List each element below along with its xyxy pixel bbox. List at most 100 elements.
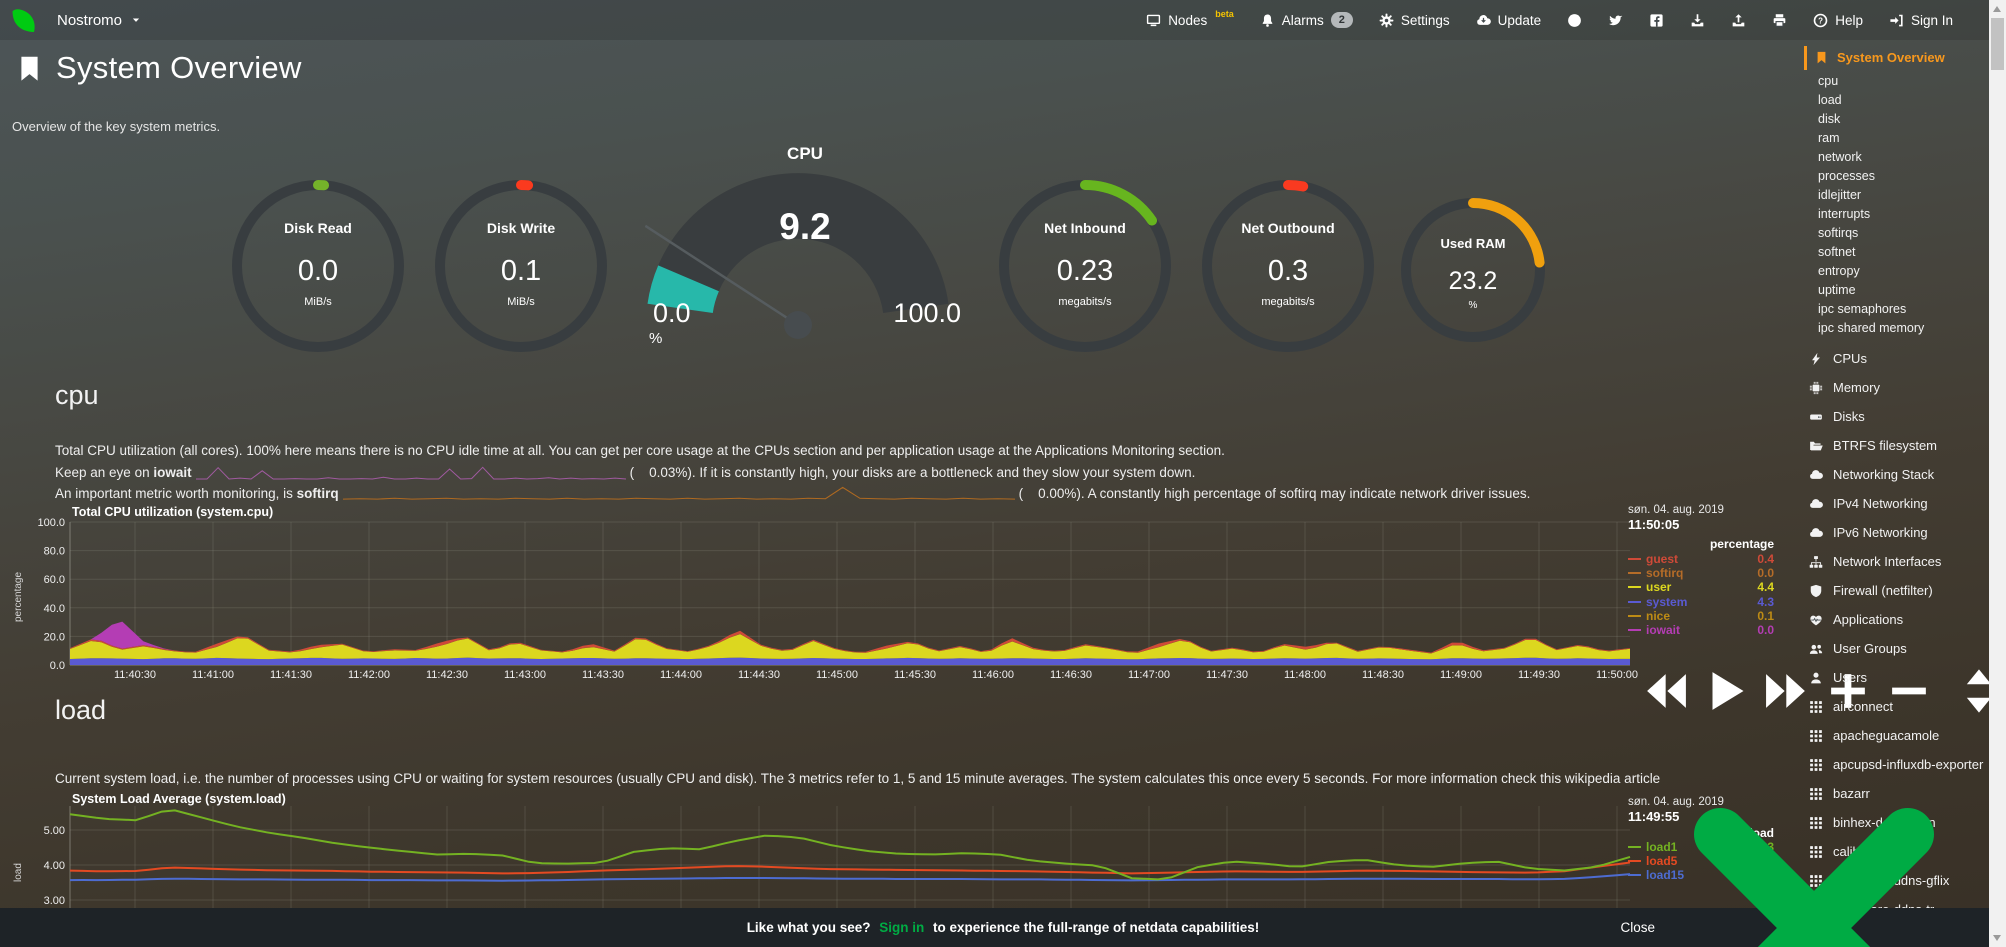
sidebar-item-ipc-semaphores[interactable]: ipc semaphores [1818, 302, 1907, 316]
nav-alarms[interactable]: Alarms 2 [1247, 12, 1366, 28]
legend-guest[interactable]: guest 0.4 [1628, 552, 1774, 566]
sidebar-item-uptime[interactable]: uptime [1818, 283, 1856, 297]
nav-facebook[interactable] [1636, 13, 1677, 28]
cpu-legend-units: percentage [1709, 537, 1774, 551]
legend-series-name: load1 [1646, 840, 1678, 855]
y-tick: 80.0 [44, 546, 65, 558]
y-tick: 0.0 [50, 660, 65, 672]
signin-banner: Like what you see? Sign in to experience… [0, 807, 2006, 947]
sidebar-section-btrfs-filesystem[interactable]: BTRFS filesystem [1805, 438, 1986, 454]
sidebar-section-firewall-netfilter-[interactable]: Firewall (netfilter) [1805, 583, 1986, 599]
cpu-gauge[interactable]: CPU 9.2 0.0 100.0% [645, 140, 965, 352]
iowait-sparkline[interactable] [195, 464, 626, 480]
nav-signin[interactable]: Sign In [1876, 13, 1966, 28]
sidebar-section-disks[interactable]: Disks [1805, 409, 1986, 425]
sidebar-item-idlejitter[interactable]: idlejitter [1818, 188, 1862, 202]
sidebar-section-memory[interactable]: Memory [1805, 380, 1986, 396]
sidebar-item-softirqs[interactable]: softirqs [1818, 226, 1859, 240]
legend-iowait[interactable]: iowait 0.0 [1628, 623, 1774, 637]
sidebar-item-load[interactable]: load [1818, 93, 1842, 107]
sign-in-link[interactable]: Sign in [879, 920, 925, 935]
nav-settings[interactable]: Settings [1366, 13, 1463, 28]
sidebar-item-softnet[interactable]: softnet [1818, 245, 1856, 259]
cpu-chart-plot[interactable]: 100.0 80.0 60.0 40.0 20.0 0.0 11:40:30 11:41:00… [0, 512, 1640, 684]
sidebar-item-network[interactable]: network [1818, 150, 1862, 164]
play-icon[interactable] [1699, 664, 1753, 718]
nav-update-label: Update [1497, 12, 1542, 28]
sidebar-section-networking-stack[interactable]: Networking Stack [1805, 467, 1986, 483]
nav-print[interactable] [1759, 13, 1800, 28]
sidebar-section-user-groups[interactable]: User Groups [1805, 641, 1986, 657]
sidebar-active-label: System Overview [1837, 50, 1945, 65]
backward-icon[interactable] [1638, 664, 1692, 718]
sidebar-submenu: cpu load disk ram network processes idlejitter… [1805, 72, 1986, 338]
zoom-out-icon[interactable] [1882, 664, 1936, 718]
nav-twitter[interactable] [1595, 13, 1636, 28]
grid-icon [1809, 874, 1823, 888]
disk-read-gauge[interactable]: Disk Read 0.0 MiB/s [230, 178, 406, 354]
legend-system[interactable]: system 4.3 [1628, 595, 1774, 609]
sidebar-section-label: Networking Stack [1833, 467, 1935, 482]
net-outbound-gauge[interactable]: Net Outbound 0.3 megabits/s [1200, 178, 1376, 354]
sidebar-section-airconnect[interactable]: airconnect [1805, 699, 1986, 715]
legend-nice[interactable]: nice 0.1 [1628, 609, 1774, 623]
legend-user[interactable]: user 4.4 [1628, 580, 1774, 594]
nav-settings-label: Settings [1400, 12, 1450, 28]
legend-line-sample [1628, 874, 1641, 877]
gauge-unit: % [1468, 299, 1478, 311]
scrollbar-thumb[interactable] [1991, 18, 2004, 70]
sidebar-item-ram[interactable]: ram [1818, 131, 1840, 145]
sidebar-item-system-overview[interactable]: System Overview [1804, 46, 1986, 70]
nav-signin-label: Sign In [1910, 12, 1953, 28]
sidebar-section-ipv4-networking[interactable]: IPv4 Networking [1805, 496, 1986, 512]
netdata-logo-icon[interactable] [10, 7, 37, 34]
forward-icon[interactable] [1760, 664, 1814, 718]
legend-softirq[interactable]: softirq 0.0 [1628, 566, 1774, 580]
net-inbound-gauge[interactable]: Net Inbound 0.23 megabits/s [997, 178, 1173, 354]
zoom-in-icon[interactable] [1821, 664, 1875, 718]
sidebar-section-label: airconnect [1833, 699, 1893, 714]
sidebar-item-ipc-shared-memory[interactable]: ipc shared memory [1818, 321, 1925, 335]
nav-github[interactable] [1554, 13, 1595, 28]
nav-help[interactable]: ? Help [1800, 13, 1876, 28]
load-chart-plot[interactable]: 5.00 4.00 3.00 [0, 806, 1640, 908]
resize-icon[interactable] [1952, 664, 2006, 718]
scroll-up-arrow-icon[interactable] [1993, 6, 2001, 12]
gauge-unit: megabits/s [1261, 295, 1315, 308]
gauge-unit: MiB/s [304, 295, 332, 308]
sidebar-section-apacheguacamole[interactable]: apacheguacamole [1805, 728, 1986, 744]
sidebar-section-cpus[interactable]: CPUs [1805, 351, 1986, 367]
used-ram-gauge[interactable]: Used RAM 23.2% [1399, 196, 1547, 344]
sidebar-item-cpu[interactable]: cpu [1818, 74, 1839, 88]
legend-line-sample [1628, 860, 1641, 863]
sidebar-item-interrupts[interactable]: interrupts [1818, 207, 1871, 221]
nav-update[interactable]: Update [1463, 13, 1555, 28]
nav-nodes[interactable]: Nodes beta [1133, 9, 1247, 28]
sidebar-section-applications[interactable]: Applications [1805, 612, 1986, 628]
sidebar-section-apcupsd-influxdb-exporter[interactable]: apcupsd-influxdb-exporter [1805, 757, 1986, 773]
legend-series-value: 0.0 [1757, 623, 1774, 638]
banner-close-button[interactable]: Close [1620, 807, 1964, 947]
disk-write-gauge[interactable]: Disk Write 0.1 MiB/s [433, 178, 609, 354]
y-tick: 40.0 [44, 603, 65, 615]
hostname-menu[interactable]: Nostromo [57, 12, 141, 29]
nav-import-snapshot[interactable] [1718, 13, 1759, 28]
sidebar-item-disk[interactable]: disk [1818, 112, 1841, 126]
sidebar-section-bazarr[interactable]: bazarr [1805, 786, 1986, 802]
sidebar-section-ipv6-networking[interactable]: IPv6 Networking [1805, 525, 1986, 541]
nav-export-snapshot[interactable] [1677, 13, 1718, 28]
gauge-value: 0.1 [500, 255, 542, 288]
sidebar-section-users[interactable]: Users [1805, 670, 1986, 686]
scroll-down-arrow-icon[interactable] [1993, 935, 2001, 941]
load-section-description: Current system load, i.e. the number of … [55, 771, 1661, 786]
sidebar-item-processes[interactable]: processes [1818, 169, 1875, 183]
softirq-sparkline[interactable] [342, 485, 1015, 501]
facebook-icon [1649, 13, 1664, 28]
sidebar-item-entropy[interactable]: entropy [1818, 264, 1860, 278]
legend-line-sample [1628, 600, 1641, 603]
page-scrollbar[interactable] [1989, 0, 2006, 947]
sidebar-section-network-interfaces[interactable]: Network Interfaces [1805, 554, 1986, 570]
legend-line-sample [1628, 614, 1641, 617]
cpu-area-system [70, 657, 1630, 665]
x-tick: 11:49:30 [1518, 669, 1560, 681]
